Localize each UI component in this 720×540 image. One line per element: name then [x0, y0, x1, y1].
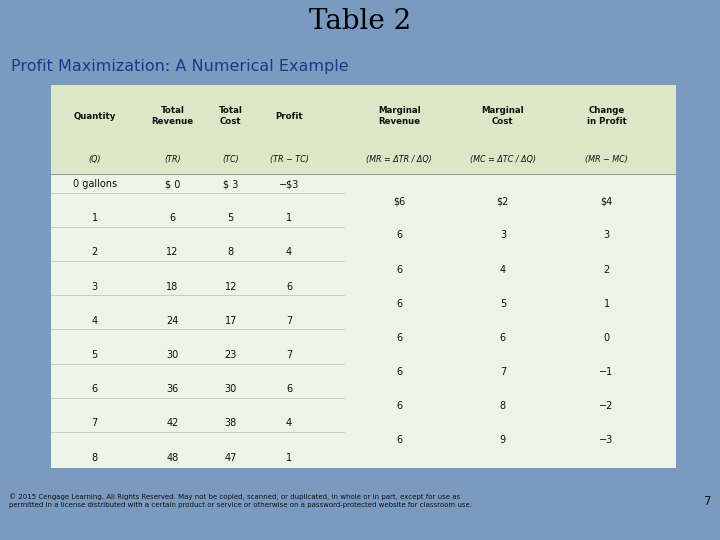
Text: 6: 6 — [286, 384, 292, 394]
Text: 1: 1 — [286, 453, 292, 463]
Text: (TR): (TR) — [164, 155, 181, 164]
Text: 6: 6 — [396, 333, 402, 343]
Text: (MR − MC): (MR − MC) — [585, 155, 628, 164]
Text: 4: 4 — [286, 247, 292, 258]
Text: Profit Maximization: A Numerical Example: Profit Maximization: A Numerical Example — [11, 59, 348, 74]
Text: 4: 4 — [286, 418, 292, 428]
Text: 0 gallons: 0 gallons — [73, 179, 117, 189]
Text: (MR = ΔTR / ΔQ): (MR = ΔTR / ΔQ) — [366, 155, 432, 164]
Text: 7: 7 — [704, 495, 711, 508]
Text: 5: 5 — [228, 213, 234, 223]
Text: 38: 38 — [225, 418, 237, 428]
Text: 4: 4 — [91, 316, 98, 326]
Text: 1: 1 — [286, 213, 292, 223]
Text: 6: 6 — [396, 265, 402, 274]
Text: 6: 6 — [91, 384, 98, 394]
Text: $ 3: $ 3 — [223, 179, 238, 189]
Text: Profit: Profit — [275, 111, 303, 120]
Text: 4: 4 — [500, 265, 506, 274]
Text: 47: 47 — [225, 453, 237, 463]
Text: 5: 5 — [91, 350, 98, 360]
Text: 5: 5 — [500, 299, 506, 309]
Text: −1: −1 — [600, 367, 613, 377]
Text: 23: 23 — [225, 350, 237, 360]
Text: 6: 6 — [396, 299, 402, 309]
Text: 7: 7 — [500, 367, 506, 377]
Text: $6: $6 — [393, 196, 405, 206]
Text: 12: 12 — [225, 282, 237, 292]
Text: 48: 48 — [166, 453, 179, 463]
Text: Marginal
Revenue: Marginal Revenue — [378, 106, 420, 126]
Text: 6: 6 — [396, 231, 402, 240]
Text: (TC): (TC) — [222, 155, 239, 164]
Text: 3: 3 — [91, 282, 98, 292]
Text: 30: 30 — [225, 384, 237, 394]
Text: 6: 6 — [500, 333, 506, 343]
Text: 8: 8 — [228, 247, 234, 258]
Text: −3: −3 — [600, 435, 613, 445]
Text: $ 0: $ 0 — [165, 179, 180, 189]
Text: Table 2: Table 2 — [309, 9, 411, 36]
Bar — [51, 85, 676, 173]
Text: Total
Revenue: Total Revenue — [151, 106, 194, 126]
Text: (TR − TC): (TR − TC) — [270, 155, 308, 164]
Text: (Q): (Q) — [89, 155, 101, 164]
Text: Marginal
Cost: Marginal Cost — [482, 106, 524, 126]
Text: 7: 7 — [91, 418, 98, 428]
Text: Quantity: Quantity — [73, 111, 116, 120]
Text: −$3: −$3 — [279, 179, 300, 189]
Text: 7: 7 — [286, 316, 292, 326]
Text: 42: 42 — [166, 418, 179, 428]
Text: 12: 12 — [166, 247, 179, 258]
Text: 6: 6 — [396, 435, 402, 445]
Text: 6: 6 — [169, 213, 176, 223]
Text: $4: $4 — [600, 196, 613, 206]
Text: 8: 8 — [91, 453, 98, 463]
Text: 2: 2 — [603, 265, 610, 274]
Text: 17: 17 — [225, 316, 237, 326]
Text: Change
in Profit: Change in Profit — [587, 106, 626, 126]
Text: 6: 6 — [286, 282, 292, 292]
Text: 9: 9 — [500, 435, 506, 445]
Text: 3: 3 — [603, 231, 610, 240]
Text: 24: 24 — [166, 316, 179, 326]
Text: 1: 1 — [603, 299, 610, 309]
Text: 8: 8 — [500, 401, 506, 411]
Text: 36: 36 — [166, 384, 179, 394]
Text: 0: 0 — [603, 333, 610, 343]
Text: (MC = ΔTC / ΔQ): (MC = ΔTC / ΔQ) — [470, 155, 536, 164]
Text: −2: −2 — [600, 401, 613, 411]
Text: © 2015 Cengage Learning. All Rights Reserved. May not be copied, scanned, or dup: © 2015 Cengage Learning. All Rights Rese… — [9, 494, 472, 509]
Text: 2: 2 — [91, 247, 98, 258]
Text: 7: 7 — [286, 350, 292, 360]
Text: 3: 3 — [500, 231, 506, 240]
Text: 6: 6 — [396, 367, 402, 377]
Text: 6: 6 — [396, 401, 402, 411]
Text: $2: $2 — [497, 196, 509, 206]
Text: 18: 18 — [166, 282, 179, 292]
Text: 1: 1 — [91, 213, 98, 223]
Text: Total
Cost: Total Cost — [219, 106, 243, 126]
Text: 30: 30 — [166, 350, 179, 360]
